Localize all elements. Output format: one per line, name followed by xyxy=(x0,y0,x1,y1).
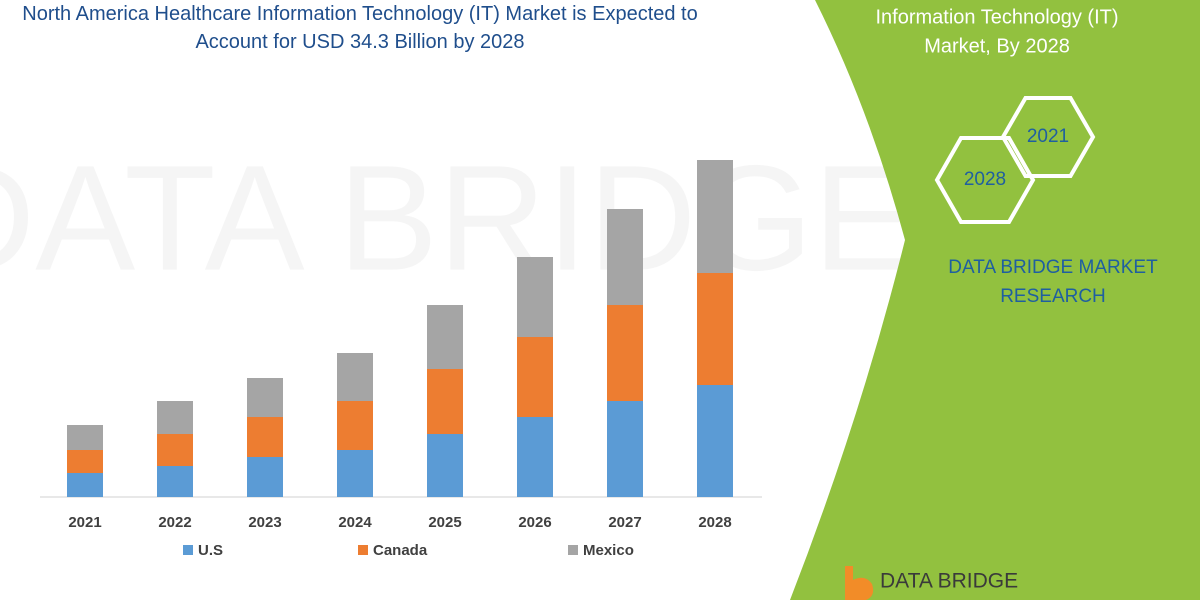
bar-segment xyxy=(697,160,733,273)
bar-segment xyxy=(337,353,373,401)
bar-segment xyxy=(697,385,733,497)
x-tick-label: 2025 xyxy=(428,514,461,531)
bar-segment xyxy=(337,401,373,450)
x-tick-label: 2028 xyxy=(698,514,731,531)
bar-segment xyxy=(337,450,373,497)
watermark: DATA BRIDGE xyxy=(0,134,913,302)
bar-segment xyxy=(607,401,643,497)
bar-segment xyxy=(517,337,553,417)
hexagon-label: 2028 xyxy=(964,169,1006,190)
legend-swatch xyxy=(568,545,578,555)
logo-icon xyxy=(845,566,874,600)
bar-segment xyxy=(607,305,643,401)
legend-swatch xyxy=(358,545,368,555)
bar-segment xyxy=(67,473,103,497)
x-tick-label: 2026 xyxy=(518,514,551,531)
bar-segment xyxy=(247,378,283,417)
brand: RESEARCH xyxy=(1000,286,1106,307)
x-tick-label: 2022 xyxy=(158,514,191,531)
bar-segment xyxy=(157,434,193,466)
legend-label: Mexico xyxy=(583,542,634,559)
bar-segment xyxy=(67,425,103,450)
panel-heading: Market, By 2028 xyxy=(924,35,1070,57)
bar-segment xyxy=(157,401,193,434)
bar-segment xyxy=(67,450,103,473)
brand: DATA BRIDGE MARKET xyxy=(948,257,1158,278)
hexagon-label: 2021 xyxy=(1027,126,1069,147)
bar-segment xyxy=(427,369,463,434)
bar-segment xyxy=(697,273,733,385)
bar-segment xyxy=(517,417,553,497)
x-tick-label: 2024 xyxy=(338,514,372,531)
legend-swatch xyxy=(183,545,193,555)
logo-text: DATA BRIDGE xyxy=(880,570,1018,593)
side-panel xyxy=(790,0,1200,600)
panel-heading: Information Technology (IT) xyxy=(875,6,1118,28)
x-tick-label: 2023 xyxy=(248,514,281,531)
chart-title: North America Healthcare Information Tec… xyxy=(22,3,698,53)
hexagon xyxy=(934,136,1036,224)
legend-label: Canada xyxy=(373,542,428,559)
bar-segment xyxy=(247,457,283,497)
bar-segment xyxy=(247,417,283,457)
legend-label: U.S xyxy=(198,542,223,559)
bar-segment xyxy=(157,466,193,497)
bar-segment xyxy=(517,257,553,337)
bar-segment xyxy=(427,305,463,369)
bar-segment xyxy=(607,209,643,305)
x-tick-label: 2021 xyxy=(68,514,101,531)
x-tick-label: 2027 xyxy=(608,514,641,531)
bar-segment xyxy=(427,434,463,497)
